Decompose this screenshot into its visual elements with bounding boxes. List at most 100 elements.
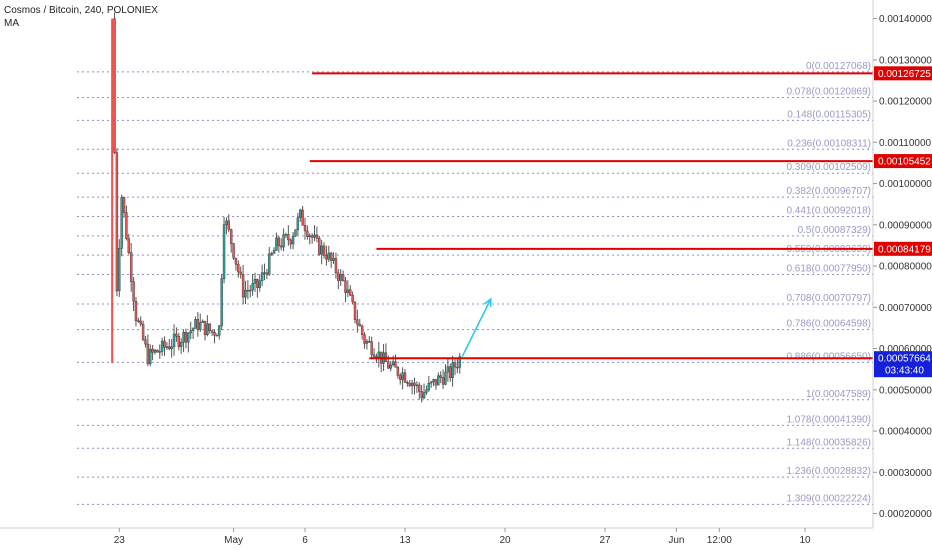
candle-body (315, 234, 319, 239)
candle-body (158, 351, 161, 353)
price-tick-label: 0.00050000 (879, 385, 932, 396)
price-axis: 0.00020000 0.00030000 0.00040000 0.00050000… (872, 0, 932, 550)
candle-body (191, 328, 195, 331)
candle-body (120, 197, 123, 249)
time-axis-panel (0, 528, 932, 550)
candle-body (277, 237, 281, 247)
candle-body (270, 253, 273, 255)
candle-body (344, 280, 347, 293)
symbol-title[interactable]: Cosmos / Bitcoin, 240, POLONIEX (4, 5, 158, 16)
candle-body (458, 356, 461, 368)
candle-body (139, 320, 142, 325)
candle-body (308, 235, 311, 237)
time-tick-label: 23 (114, 535, 126, 546)
fib-level-label: 1(0.00047589) (806, 389, 871, 400)
resistance-price-tag-label: 0.00105452 (878, 157, 931, 168)
candle-body (241, 274, 245, 298)
candle-body (320, 245, 323, 255)
candle-body (113, 18, 116, 153)
candle-body (303, 225, 307, 232)
price-tick-label: 0.00120000 (879, 97, 932, 108)
candle-body (401, 372, 404, 380)
fib-level-label: 1.148(0.00035826) (786, 437, 871, 448)
candle-body (208, 323, 211, 331)
fib-level-label: 0.886(0.00056650) (786, 351, 871, 362)
candle-body (165, 346, 169, 348)
candle-body (222, 224, 226, 279)
candle-body (218, 325, 221, 336)
candle-body (413, 382, 416, 386)
candle-body (156, 349, 159, 353)
candle-body (389, 364, 392, 369)
time-tick-label: 13 (399, 535, 411, 546)
candle-body (146, 343, 150, 364)
candle-body (144, 339, 147, 345)
candle-body (196, 319, 200, 330)
candle-body (213, 332, 216, 336)
time-tick-label: Jun (668, 535, 684, 546)
price-tick-label: 0.00030000 (879, 468, 932, 479)
fib-level-label: 0.309(0.00102509) (786, 162, 871, 173)
resistance-lines (309, 72, 873, 360)
candle-body (253, 279, 257, 284)
candle-body (227, 220, 231, 230)
candle-body (163, 340, 166, 348)
candle-body (329, 252, 333, 261)
candle-body (408, 383, 411, 387)
candle-body (449, 366, 452, 378)
fib-level-label: 0.786(0.00064598) (786, 319, 871, 330)
candle-body (358, 324, 361, 327)
candle-body (132, 281, 135, 302)
current-price-tag (874, 351, 932, 378)
candle-body (203, 320, 207, 336)
candle-body (406, 381, 409, 384)
candle-body (306, 230, 309, 237)
candle-body (318, 237, 321, 255)
candle-body (346, 289, 350, 293)
candle-body (160, 340, 164, 352)
candle-body (370, 341, 373, 355)
candle-body (232, 243, 235, 259)
candle-body (256, 279, 259, 288)
candle-body (294, 229, 297, 237)
candle-body (415, 384, 419, 387)
candle-body (172, 333, 176, 348)
fib-level-label: 0.148(0.00115305) (787, 109, 871, 120)
candle-body (456, 366, 459, 369)
price-axis-panel (873, 0, 932, 550)
candle-body (287, 234, 290, 241)
time-axis: 23 May 6 13 20 27 Jun 12:00 10 (0, 527, 932, 550)
candle-body (268, 253, 271, 275)
fib-level-label: 0.5(0.00087329) (798, 225, 871, 236)
price-tags: 0.00126725 0.00105452 0.00084179 0.00057664… (874, 66, 932, 378)
candle-body (322, 245, 326, 256)
candle-body (237, 264, 240, 273)
fib-level-label: 0.618(0.00077950) (786, 264, 871, 275)
fibonacci-retracement: 0(0.00127068) 0.078(0.00120869) 0.148(0.00… (77, 61, 873, 505)
candle-body (313, 234, 316, 238)
bullish-arrow-head (483, 297, 492, 308)
candle-body (194, 319, 197, 329)
ma-indicator-label[interactable]: MA (4, 18, 19, 29)
candle-body (427, 382, 431, 391)
price-tick-label: 0.00100000 (879, 179, 932, 190)
candle-body (418, 384, 421, 392)
candle-body (301, 209, 304, 226)
candle-body (177, 336, 181, 347)
candle-body (351, 294, 354, 303)
candle-body (220, 278, 223, 327)
bullish-arrow (461, 298, 492, 358)
candle-body (339, 274, 342, 281)
candle-body (189, 330, 192, 334)
price-tick-label: 0.00130000 (879, 55, 932, 66)
fib-level-label: 0.236(0.00108311) (787, 138, 871, 149)
candle-body (341, 274, 345, 281)
candle-body (387, 361, 390, 369)
candle-body (149, 348, 152, 364)
candle-body (125, 212, 128, 240)
candle-body (363, 334, 366, 344)
candle-body (275, 237, 278, 251)
resistance-price-tag (874, 66, 932, 81)
candle-body (289, 239, 292, 245)
